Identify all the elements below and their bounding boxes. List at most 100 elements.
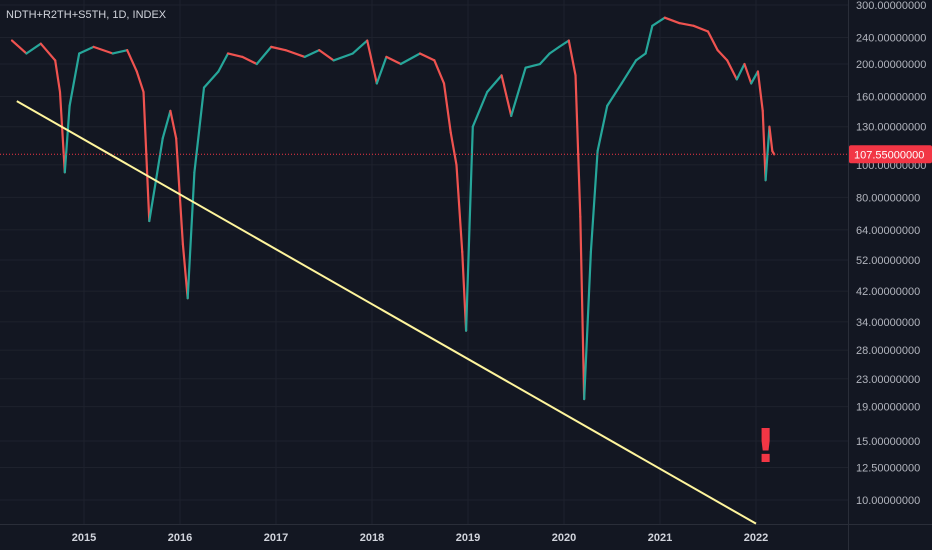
y-axis[interactable]: 300.00000000 240.00000000 200.00000000 160.… <box>856 0 926 507</box>
y-tick-label: 240.00000000 <box>856 32 926 44</box>
price-segment <box>486 74 503 94</box>
y-tick-label: 15.00000000 <box>856 436 920 448</box>
last-price-badge: 107.55000000 <box>849 145 932 164</box>
price-segment <box>735 62 746 81</box>
price-segment <box>768 125 774 153</box>
price-segment <box>10 39 28 55</box>
price-segment <box>418 52 436 62</box>
price-segment <box>385 55 402 66</box>
price-segment <box>579 215 586 401</box>
chart-title: NDTH+R2TH+S5TH, 1D, INDEX <box>6 9 167 21</box>
price-segment <box>332 52 354 62</box>
alert-annotation: ! <box>755 419 776 473</box>
x-tick-label: 2020 <box>552 532 576 544</box>
y-tick-label: 300.00000000 <box>856 0 926 12</box>
x-tick-label: 2016 <box>168 532 192 544</box>
price-segment <box>634 52 647 62</box>
price-segment <box>743 62 753 85</box>
price-segment <box>558 39 570 48</box>
price-segment <box>471 90 489 128</box>
price-segment <box>726 59 738 81</box>
price-segment <box>761 109 767 182</box>
price-segment <box>284 49 306 59</box>
price-segment <box>538 52 551 66</box>
price-segment <box>175 137 184 246</box>
price-segment <box>500 74 513 118</box>
price-segment <box>181 243 189 300</box>
price-segment <box>39 42 57 62</box>
price-segment <box>596 104 609 153</box>
price-segment <box>241 55 258 66</box>
price-segment <box>433 59 446 85</box>
price-segment <box>270 45 287 52</box>
price-segment <box>663 16 681 25</box>
price-segment <box>351 39 369 55</box>
price-segment <box>644 24 654 55</box>
price-segment <box>202 70 220 89</box>
price-segment <box>524 62 542 69</box>
y-tick-label: 23.00000000 <box>856 374 920 386</box>
price-segment <box>756 70 764 112</box>
price-segment <box>303 49 321 59</box>
x-tick-label: 2017 <box>264 532 288 544</box>
price-segment <box>161 109 172 140</box>
price-segment <box>142 90 151 223</box>
price-segment <box>583 250 592 401</box>
price-segment <box>78 45 95 55</box>
price-segment <box>375 55 388 85</box>
x-tick-label: 2018 <box>360 532 384 544</box>
price-series <box>10 16 776 401</box>
price-segment <box>92 45 114 55</box>
y-tick-label: 12.50000000 <box>856 463 920 475</box>
y-tick-label: 34.00000000 <box>856 317 920 329</box>
price-segment <box>193 86 206 174</box>
x-tick-label: 2019 <box>456 532 480 544</box>
price-segment <box>217 52 230 73</box>
last-price-label: 107.55000000 <box>854 149 924 161</box>
price-segment <box>449 131 458 166</box>
price-segment <box>226 52 244 59</box>
x-tick-label: 2015 <box>72 532 96 544</box>
price-segment <box>25 42 42 55</box>
y-tick-label: 160.00000000 <box>856 91 926 103</box>
price-segment <box>678 21 695 27</box>
x-tick-label: 2021 <box>648 532 672 544</box>
price-segment <box>620 59 638 85</box>
y-tick-label: 200.00000000 <box>856 59 926 71</box>
price-segment <box>186 171 196 300</box>
x-axis[interactable]: 2015 2016 2017 2018 2019 2020 2021 2022 <box>72 532 768 544</box>
trend-line[interactable] <box>16 100 757 525</box>
price-segment <box>548 45 561 55</box>
price-segment <box>169 109 178 140</box>
price-segment <box>706 30 719 52</box>
price-segment <box>589 149 599 253</box>
price-segment <box>764 125 771 182</box>
last-price-badge-bg <box>849 145 932 164</box>
y-tick-label: 80.00000000 <box>856 192 920 204</box>
price-segment <box>464 125 474 332</box>
price-segment <box>111 49 129 55</box>
price-segment <box>54 59 62 94</box>
price-segment <box>567 39 577 77</box>
price-segment <box>135 70 145 94</box>
y-tick-label: 64.00000000 <box>856 225 920 237</box>
x-tick-label: 2022 <box>744 532 768 544</box>
price-segment <box>68 52 81 107</box>
price-segment <box>255 45 273 66</box>
price-segment <box>574 74 582 218</box>
price-segment <box>154 137 164 182</box>
price-segment <box>750 70 760 85</box>
price-segment <box>716 49 729 62</box>
price-segment <box>510 66 527 118</box>
price-segment <box>318 49 335 62</box>
price-segment <box>366 39 378 85</box>
price-segment <box>399 52 422 66</box>
price-segment <box>771 149 776 156</box>
price-segment <box>455 163 464 253</box>
y-tick-label: 130.00000000 <box>856 122 926 134</box>
y-tick-label: 19.00000000 <box>856 402 920 414</box>
